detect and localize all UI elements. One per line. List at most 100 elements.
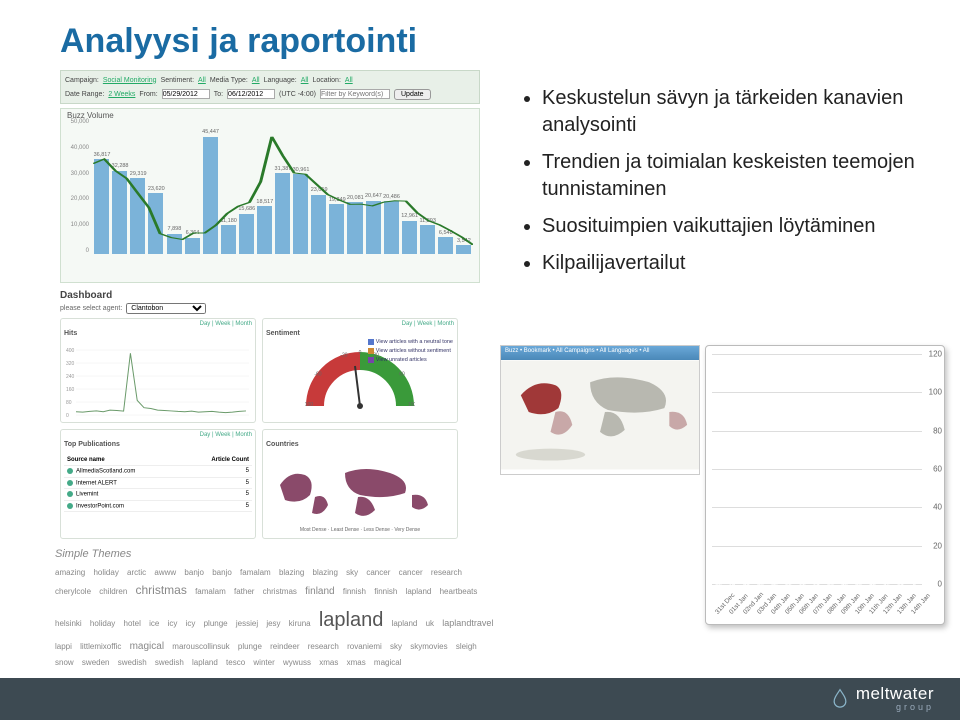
- theme-word[interactable]: awww: [154, 568, 176, 577]
- theme-word[interactable]: father christmas: [234, 587, 297, 596]
- svg-text:240: 240: [66, 374, 75, 380]
- range-label: Date Range:: [65, 91, 104, 98]
- theme-word[interactable]: xmas: [319, 658, 338, 667]
- theme-word[interactable]: sky: [390, 642, 402, 651]
- agent-select[interactable]: Clantobon: [126, 303, 206, 314]
- themes-panel: Simple Themes amazing holiday arctic aww…: [55, 548, 500, 658]
- agent-label: please select agent:: [60, 305, 122, 312]
- svg-text:60: 60: [399, 371, 405, 377]
- theme-word[interactable]: lapland uk: [392, 619, 434, 628]
- publications-table: Source nameArticle CountAllmediaScotland…: [64, 455, 252, 512]
- sentiment-label: Sentiment:: [161, 77, 194, 84]
- theme-word[interactable]: banjo: [184, 568, 204, 577]
- loc-label: Location:: [312, 77, 340, 84]
- theme-word[interactable]: heartbeats: [440, 587, 478, 596]
- theme-word[interactable]: hotel: [124, 619, 141, 628]
- theme-word[interactable]: wywuss: [283, 658, 311, 667]
- logo: meltwater group: [830, 684, 934, 712]
- theme-word[interactable]: children: [99, 587, 127, 596]
- world-map-panel: Buzz • Bookmark • All Campaigns • All La…: [500, 345, 700, 475]
- sentiment-value[interactable]: All: [198, 77, 206, 84]
- theme-word[interactable]: finnish: [343, 587, 366, 596]
- update-button[interactable]: Update: [394, 89, 431, 100]
- dashboard-title: Dashboard: [60, 290, 480, 301]
- theme-word[interactable]: laplandtravel: [442, 618, 493, 628]
- theme-word[interactable]: blazing: [279, 568, 304, 577]
- theme-word[interactable]: cancer: [366, 568, 390, 577]
- stacked-3d-chart: 0204060801001209181641514143532152923419…: [705, 345, 945, 625]
- media-value[interactable]: All: [252, 77, 260, 84]
- bullet-item: Keskustelun sävyn ja tärkeiden kanavien …: [542, 85, 935, 139]
- table-row[interactable]: Livemint5: [64, 489, 252, 501]
- theme-word[interactable]: kiruna: [289, 619, 311, 628]
- theme-word[interactable]: sweden: [82, 658, 110, 667]
- footer-bar: meltwater group: [0, 678, 960, 720]
- lang-value[interactable]: All: [301, 77, 309, 84]
- bullet-item: Suosituimpien vaikuttajien löytäminen: [542, 213, 935, 240]
- theme-word[interactable]: christmas: [136, 583, 187, 597]
- hits-title: Hits: [64, 330, 77, 337]
- bullet-item: Trendien ja toimialan keskeisten teemoje…: [542, 149, 935, 203]
- theme-word[interactable]: littlemixoffic: [80, 642, 121, 651]
- from-input[interactable]: [162, 89, 210, 99]
- sentiment-tabs[interactable]: Day | Week | Month: [402, 321, 454, 327]
- pubs-tabs[interactable]: Day | Week | Month: [200, 432, 252, 438]
- theme-word[interactable]: sleigh: [456, 642, 477, 651]
- theme-word[interactable]: cherylcole: [55, 587, 91, 596]
- campaign-value[interactable]: Social Monitoring: [103, 77, 157, 84]
- theme-word[interactable]: plunge: [238, 642, 262, 651]
- table-row[interactable]: AllmediaScotland.com5: [64, 466, 252, 478]
- theme-word[interactable]: helsinki: [55, 619, 82, 628]
- theme-word[interactable]: icy plunge: [186, 619, 228, 628]
- droplet-icon: [830, 688, 850, 708]
- theme-word[interactable]: finland: [305, 586, 334, 597]
- theme-word[interactable]: jessiej: [236, 619, 258, 628]
- theme-word[interactable]: winter: [253, 658, 274, 667]
- svg-text:320: 320: [66, 361, 75, 367]
- theme-word[interactable]: rovaniemi: [347, 642, 382, 651]
- theme-word[interactable]: arctic: [127, 568, 146, 577]
- theme-word[interactable]: xmas magical: [347, 658, 402, 667]
- worldmap-toolbar: Buzz • Bookmark • All Campaigns • All La…: [501, 346, 699, 360]
- to-label: To:: [214, 91, 223, 98]
- theme-word[interactable]: marouscollinsuk: [172, 642, 229, 651]
- theme-word[interactable]: snow: [55, 658, 74, 667]
- table-row[interactable]: InvestorPoint.com5: [64, 500, 252, 512]
- svg-text:-60: -60: [314, 371, 321, 377]
- page-title: Analyysi ja raportointi: [60, 22, 417, 61]
- svg-text:100: 100: [408, 402, 415, 408]
- theme-word[interactable]: banjo famalam: [212, 568, 270, 577]
- hits-panel: Hits Day | Week | Month 080160240320400: [60, 318, 256, 423]
- theme-word[interactable]: icy: [168, 619, 178, 628]
- publications-panel: Top Publications Day | Week | Month Sour…: [60, 429, 256, 539]
- theme-word[interactable]: blazing sky: [313, 568, 359, 577]
- theme-word[interactable]: research: [308, 642, 339, 651]
- range-value[interactable]: 2 Weeks: [108, 91, 135, 98]
- theme-word[interactable]: tesco: [226, 658, 245, 667]
- theme-word[interactable]: skymovies: [410, 642, 447, 651]
- theme-word[interactable]: lappi: [55, 642, 72, 651]
- buzz-volume-chart: Buzz Volume 010,00020,00030,00040,00050,…: [60, 108, 480, 283]
- theme-word[interactable]: reindeer: [270, 642, 299, 651]
- to-input[interactable]: [227, 89, 275, 99]
- svg-text:0: 0: [359, 350, 362, 356]
- theme-word[interactable]: holiday: [90, 619, 115, 628]
- table-row[interactable]: Internet ALERT5: [64, 477, 252, 489]
- theme-word[interactable]: famalam: [195, 587, 226, 596]
- lang-label: Language:: [264, 77, 297, 84]
- theme-word[interactable]: swedish: [118, 658, 147, 667]
- theme-word[interactable]: jesy: [266, 619, 280, 628]
- theme-word[interactable]: cancer research: [399, 568, 462, 577]
- loc-value[interactable]: All: [345, 77, 353, 84]
- theme-word[interactable]: amazing holiday: [55, 568, 119, 577]
- theme-word[interactable]: swedish lapland: [155, 658, 218, 667]
- hits-tabs[interactable]: Day | Week | Month: [200, 321, 252, 327]
- keyword-input[interactable]: [320, 89, 390, 99]
- hits-chart: 080160240320400: [64, 340, 254, 420]
- bullet-list: Keskustelun sävyn ja tärkeiden kanavien …: [520, 85, 935, 287]
- theme-word[interactable]: lapland: [319, 609, 384, 631]
- theme-word[interactable]: magical: [130, 641, 164, 652]
- theme-word[interactable]: ice: [149, 619, 159, 628]
- tz-label: (UTC -4:00): [279, 91, 316, 98]
- theme-word[interactable]: finnish lapland: [374, 587, 431, 596]
